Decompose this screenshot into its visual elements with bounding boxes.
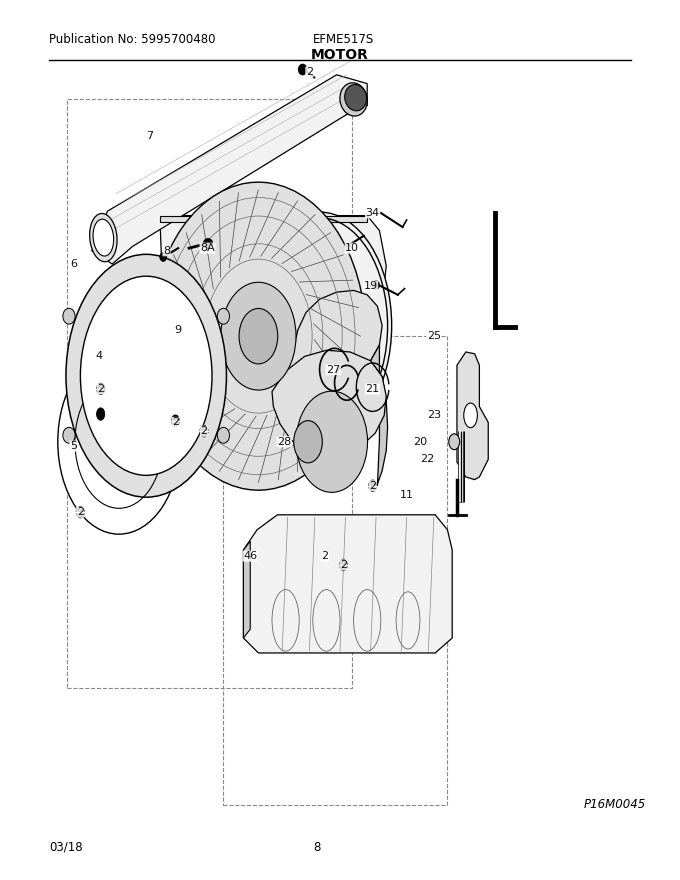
Ellipse shape <box>294 421 322 463</box>
Polygon shape <box>371 345 388 486</box>
Text: P16M0045: P16M0045 <box>583 798 646 811</box>
Ellipse shape <box>464 403 477 428</box>
Polygon shape <box>272 350 386 456</box>
Ellipse shape <box>200 425 208 436</box>
Ellipse shape <box>221 282 296 390</box>
Text: 22: 22 <box>420 454 434 465</box>
Text: 5: 5 <box>70 441 77 451</box>
Text: 2: 2 <box>97 384 104 394</box>
Ellipse shape <box>239 308 277 363</box>
Ellipse shape <box>58 349 180 534</box>
Text: 11: 11 <box>400 489 413 500</box>
Polygon shape <box>243 541 250 638</box>
Text: EFME517S: EFME517S <box>313 33 374 47</box>
Text: 2: 2 <box>172 417 179 428</box>
Ellipse shape <box>97 407 105 420</box>
Ellipse shape <box>90 214 117 261</box>
Text: 27: 27 <box>326 364 340 375</box>
Text: 10: 10 <box>345 243 359 253</box>
Text: 8A: 8A <box>200 243 215 253</box>
Ellipse shape <box>218 428 230 444</box>
Text: 21: 21 <box>366 384 379 394</box>
Ellipse shape <box>63 428 75 444</box>
Ellipse shape <box>76 506 84 517</box>
Text: 46: 46 <box>243 551 257 561</box>
Ellipse shape <box>339 560 347 570</box>
Ellipse shape <box>80 276 212 475</box>
Ellipse shape <box>171 414 180 426</box>
Text: 8: 8 <box>163 246 170 256</box>
Ellipse shape <box>66 254 226 497</box>
Ellipse shape <box>160 253 167 261</box>
Ellipse shape <box>369 480 377 491</box>
Ellipse shape <box>218 308 230 324</box>
Text: Publication No: 5995700480: Publication No: 5995700480 <box>49 33 216 47</box>
Polygon shape <box>160 216 367 222</box>
Text: 8: 8 <box>313 840 320 854</box>
Ellipse shape <box>97 383 105 394</box>
Ellipse shape <box>151 182 366 490</box>
Ellipse shape <box>345 84 367 111</box>
Polygon shape <box>92 75 367 264</box>
Text: MOTOR: MOTOR <box>311 48 369 62</box>
Text: 34: 34 <box>366 208 379 218</box>
Text: 6: 6 <box>70 259 77 269</box>
Polygon shape <box>286 290 382 371</box>
Text: 2: 2 <box>77 507 84 517</box>
Text: 9: 9 <box>175 325 182 335</box>
Bar <box>223 336 447 805</box>
Text: 2: 2 <box>340 560 347 570</box>
Ellipse shape <box>203 238 213 249</box>
Text: 19: 19 <box>364 281 377 291</box>
Text: 2: 2 <box>369 480 376 491</box>
Ellipse shape <box>93 219 114 256</box>
Ellipse shape <box>299 64 307 75</box>
Text: 4: 4 <box>95 351 102 362</box>
Bar <box>67 99 352 688</box>
Ellipse shape <box>449 434 460 450</box>
Ellipse shape <box>296 391 367 492</box>
Text: 7: 7 <box>146 131 153 142</box>
Polygon shape <box>243 515 452 653</box>
Ellipse shape <box>373 281 379 290</box>
Text: 28: 28 <box>277 436 291 447</box>
Text: 25: 25 <box>427 331 441 341</box>
Ellipse shape <box>340 83 367 116</box>
Polygon shape <box>457 352 488 480</box>
Text: 2: 2 <box>201 426 207 436</box>
Ellipse shape <box>63 308 75 324</box>
Polygon shape <box>160 216 386 436</box>
Text: 2: 2 <box>306 67 313 77</box>
Text: 23: 23 <box>427 410 441 421</box>
Text: 2: 2 <box>322 551 328 561</box>
Text: 20: 20 <box>413 436 427 447</box>
Ellipse shape <box>248 212 392 439</box>
Text: 03/18: 03/18 <box>49 840 82 854</box>
